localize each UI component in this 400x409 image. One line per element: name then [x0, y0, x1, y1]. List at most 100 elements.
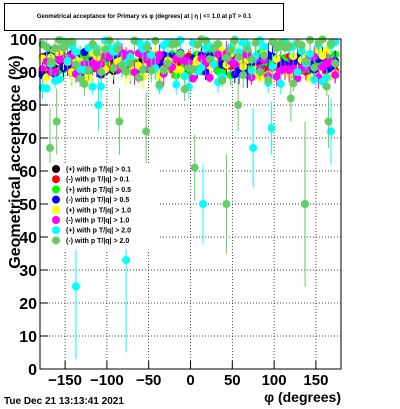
data-point [268, 37, 277, 46]
legend-label: (+) with p T/|q| > 0.5 [66, 187, 131, 194]
data-point [189, 65, 198, 74]
data-point [260, 42, 269, 51]
data-point [88, 39, 97, 48]
data-point [126, 59, 135, 68]
data-point [51, 68, 60, 76]
data-point [180, 85, 189, 94]
legend-marker [52, 185, 60, 194]
data-point [80, 79, 89, 88]
data-point [251, 38, 260, 47]
data-point [331, 59, 340, 68]
legend-label: (+) with p T/|q| > 2.0 [66, 228, 131, 235]
data-point [172, 39, 181, 48]
data-point [197, 63, 206, 72]
data-point [272, 72, 281, 81]
y-tick-label: 20 [19, 296, 37, 313]
y-tick-label: 80 [19, 98, 37, 115]
data-point [247, 66, 256, 75]
legend-marker [52, 205, 60, 214]
data-point [105, 36, 114, 45]
axes-layer: 0 10 20 30 40 50 60 70 80 90 100 −150 −100 −50 0 50 100 1… [10, 32, 342, 389]
x-tick-label: −50 [136, 372, 161, 389]
legend-box [48, 163, 160, 250]
data-point [130, 68, 139, 77]
data-point [218, 76, 227, 85]
outlier-point [326, 127, 335, 136]
data-point [172, 80, 181, 89]
legend-marker [52, 216, 60, 224]
x-tick-label: 0 [186, 372, 194, 389]
legend-marker [52, 175, 60, 184]
data-point [306, 35, 315, 44]
outlier-point [71, 282, 80, 291]
outlier-point [115, 117, 124, 126]
y-tick-label: 50 [19, 197, 37, 214]
y-tick-label: 70 [19, 131, 37, 148]
data-point [201, 36, 210, 45]
data-point [331, 70, 340, 79]
legend-marker [52, 236, 60, 245]
data-point [71, 60, 80, 69]
x-tick-label: 100 [262, 372, 287, 389]
data-point [264, 75, 273, 84]
data-point [88, 82, 97, 91]
data-point [155, 50, 164, 59]
outlier-point [142, 127, 151, 136]
data-point [67, 37, 76, 46]
data-point [55, 75, 64, 84]
legend-label: (-) with p T/|q| > 0.1 [66, 177, 129, 184]
data-point [71, 47, 80, 56]
data-point [155, 80, 164, 89]
data-point [214, 39, 223, 48]
data-point [151, 36, 160, 45]
legend-marker [52, 195, 60, 204]
outlier-point [222, 200, 231, 208]
data-point [143, 43, 152, 52]
data-point [38, 65, 47, 74]
data-point [92, 48, 101, 57]
data-point [59, 43, 68, 52]
data-point [122, 67, 131, 76]
data-point [205, 73, 214, 82]
y-tick-label: 30 [19, 263, 37, 280]
data-point [51, 44, 60, 53]
legend-marker [52, 165, 60, 173]
y-tick-label: 0 [28, 362, 37, 379]
data-point [247, 55, 256, 64]
data-point [310, 75, 319, 84]
data-point [214, 50, 223, 59]
outlier-point [324, 117, 333, 126]
data-point [163, 59, 172, 68]
outlier-point [46, 143, 55, 152]
data-point [42, 42, 51, 51]
data-point [301, 57, 310, 66]
outlier-point [52, 117, 61, 126]
data-point [46, 57, 55, 66]
y-tick-label: 10 [19, 329, 37, 346]
marks-layer [38, 35, 340, 360]
data-point [230, 60, 239, 69]
data-point [113, 44, 122, 53]
data-point [84, 66, 93, 75]
x-tick-label: −100 [90, 372, 124, 389]
data-point [42, 84, 51, 93]
timestamp: Tue Dec 21 13:13:41 2021 [4, 396, 124, 407]
chart-title: Geometrical acceptance for Primary vs φ … [36, 14, 252, 20]
data-point [322, 82, 331, 91]
data-point [239, 70, 248, 79]
chart-title-box: Geometrical acceptance for Primary vs φ … [4, 3, 284, 31]
outlier-point [190, 163, 199, 172]
data-point [285, 41, 294, 50]
outlier-point [234, 101, 243, 109]
data-point [101, 45, 110, 54]
data-point [205, 55, 214, 64]
data-point [268, 62, 277, 71]
legend-label: (+) with p T/|q| > 0.1 [66, 167, 131, 174]
data-point [109, 63, 118, 72]
data-point [255, 68, 264, 76]
outlier-point [94, 101, 103, 109]
data-point [289, 79, 298, 88]
data-point [189, 74, 198, 83]
data-point [272, 54, 281, 63]
